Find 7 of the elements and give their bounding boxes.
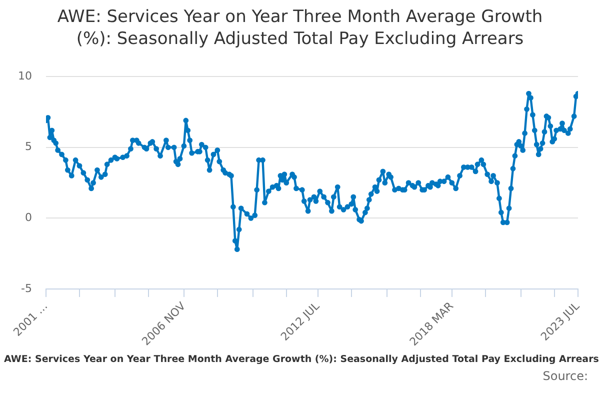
chart-title: AWE: Services Year on Year Three Month Average Growth (%): Seasonally Adjusted Total Pay Excluding Arrears — [56, 6, 544, 51]
y-tick-label: 10 — [18, 69, 32, 82]
y-tick-label: 5 — [24, 140, 32, 154]
source-note: Source: — [542, 368, 589, 383]
y-tick-label: -5 — [21, 282, 32, 295]
y-tick-label: 0 — [24, 211, 32, 224]
x-axis-title: AWE: Services Year on Year Three Month Average Growth (%): Seasonally Adjusted Total Pay Excluding Arrears — [3, 353, 600, 365]
